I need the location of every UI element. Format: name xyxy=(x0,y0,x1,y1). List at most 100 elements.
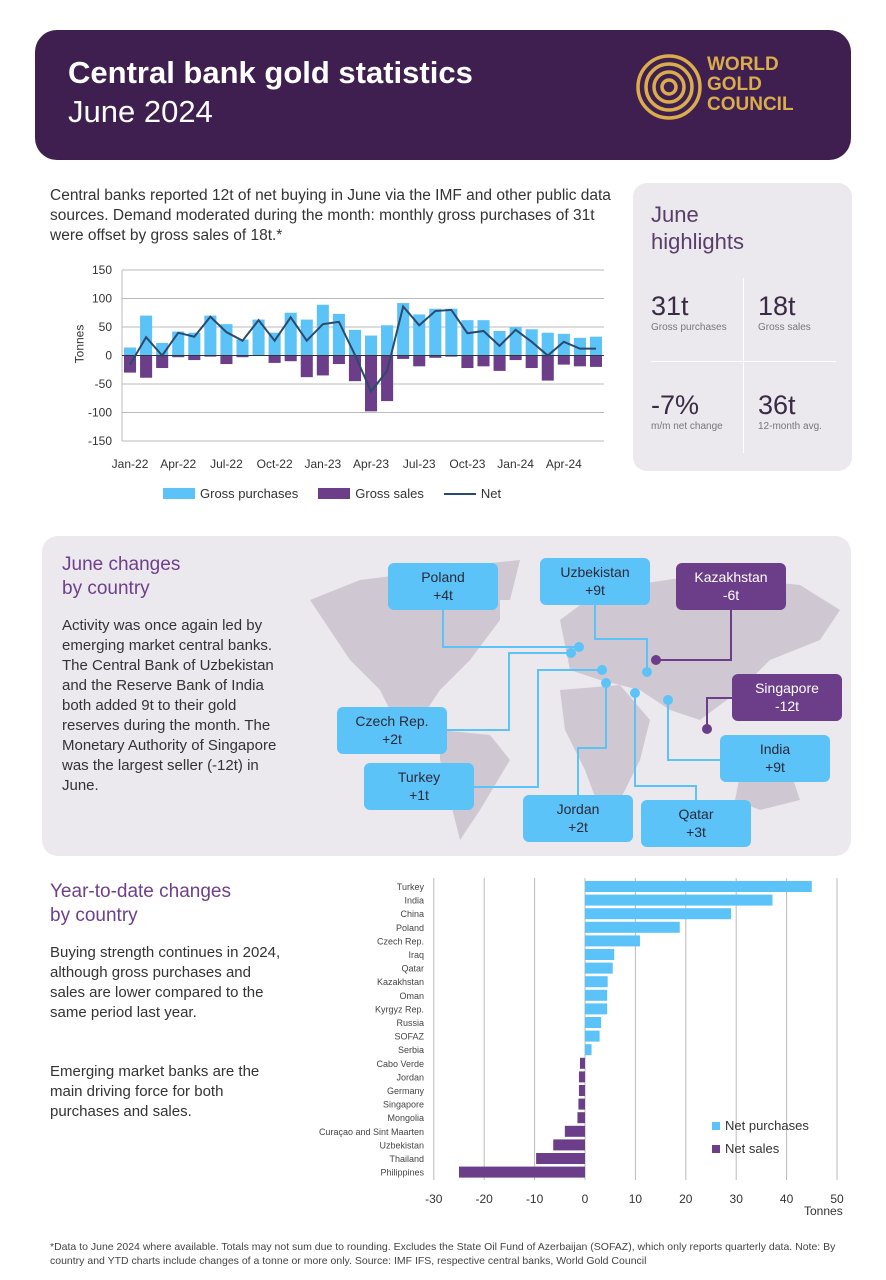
category-label: China xyxy=(400,909,424,919)
x-tick-label: Apr-22 xyxy=(160,457,196,471)
sale-bar xyxy=(429,355,442,358)
highlight-gross-purchases: 31t Gross purchases xyxy=(651,291,727,333)
sale-bar xyxy=(381,355,394,402)
sale-bar xyxy=(573,355,586,367)
ytd-bar xyxy=(585,989,608,1001)
purchase-bar xyxy=(365,335,378,356)
ytd-bar xyxy=(578,1098,585,1110)
callout-turkey: Turkey +1t xyxy=(364,763,474,810)
sale-bar xyxy=(268,355,281,363)
y-tick-label: -100 xyxy=(88,406,112,420)
y-tick-label: 50 xyxy=(99,320,113,334)
ytd-chart: -30 -20 -10 0 10 20 30 40 50 Turkey India China Pola… xyxy=(319,878,844,1206)
sale-bar xyxy=(525,355,538,369)
sale-bar xyxy=(172,355,185,358)
x-tick-label: -20 xyxy=(476,1192,494,1206)
highlight-net-change: -7% m/m net change xyxy=(651,390,723,432)
x-tick-label: -10 xyxy=(526,1192,544,1206)
ytd-bar xyxy=(585,1017,602,1028)
y-tick-label: -150 xyxy=(88,434,112,448)
ytd-bar xyxy=(585,921,680,933)
ytd-bar xyxy=(585,881,812,892)
purchase-bar xyxy=(252,319,265,356)
purchase-bar xyxy=(140,315,153,356)
logo-text: WORLD GOLD COUNCIL xyxy=(707,54,794,115)
x-tick-label: Jan-24 xyxy=(497,457,534,471)
ytd-text-2: Emerging market banks are the main drivi… xyxy=(50,1063,260,1120)
ytd-bar xyxy=(553,1139,585,1151)
category-label: Cabo Verde xyxy=(376,1059,424,1069)
x-tick-label: Apr-23 xyxy=(353,457,389,471)
y-tick-label: 150 xyxy=(92,263,112,277)
category-label: SOFAZ xyxy=(394,1032,424,1042)
purchase-bar xyxy=(413,314,426,356)
sale-bar xyxy=(397,355,410,359)
category-label: Kazakhstan xyxy=(377,977,424,987)
sale-bar xyxy=(477,355,490,367)
ytd-bar xyxy=(585,894,773,906)
header-banner xyxy=(35,30,851,160)
callout-qatar: Qatar +3t xyxy=(641,800,751,847)
category-label: Oman xyxy=(399,991,424,1001)
net-line xyxy=(129,304,596,394)
purchase-bar xyxy=(220,324,233,356)
x-axis-label: Tonnes xyxy=(804,1204,843,1218)
y-tick-label: 0 xyxy=(105,349,112,363)
category-label: Singapore xyxy=(383,1100,424,1110)
monthly-legend: Gross purchases Gross sales Net xyxy=(163,486,501,501)
ytd-bar xyxy=(585,949,615,960)
purchase-bar xyxy=(188,332,201,356)
ytd-bar xyxy=(578,1071,585,1083)
sale-bar xyxy=(445,355,458,357)
x-tick-label: 10 xyxy=(629,1192,643,1206)
category-label: Iraq xyxy=(408,950,424,960)
x-tick-label: Apr-24 xyxy=(546,457,582,471)
sale-bar xyxy=(156,355,169,369)
footnote: *Data to June 2024 where available. Tota… xyxy=(50,1241,836,1267)
eurasia xyxy=(560,575,840,720)
sale-bar xyxy=(509,355,522,361)
callout-uzbekistan: Uzbekistan +9t xyxy=(540,558,650,605)
category-label: Uzbekistan xyxy=(379,1140,424,1150)
ytd-bar xyxy=(585,908,732,920)
sale-bar xyxy=(316,355,329,376)
ytd-legend: Net purchases Net sales xyxy=(712,1114,809,1160)
x-tick-label: Jul-22 xyxy=(210,457,243,471)
page-title: Central bank gold statistics xyxy=(68,55,473,90)
purchase-bar xyxy=(236,339,249,356)
sale-bar xyxy=(557,355,570,365)
category-label: Russia xyxy=(396,1018,424,1028)
callout-singapore: Singapore -12t xyxy=(732,674,842,721)
logo-rings-icon xyxy=(636,54,702,120)
sale-bar xyxy=(236,355,249,358)
sale-bar xyxy=(140,355,153,378)
callout-kazakhstan: Kazakhstan -6t xyxy=(676,563,786,610)
sale-bar xyxy=(589,355,602,367)
callout-india: India +9t xyxy=(720,735,830,782)
x-tick-label: Jul-23 xyxy=(403,457,436,471)
purchase-bar xyxy=(541,332,554,356)
ytd-text-1: Buying strength continues in 2024, altho… xyxy=(50,944,281,1021)
ytd-bar xyxy=(585,976,608,988)
y-tick-label: 100 xyxy=(92,292,112,306)
legend-net-sales: Net sales xyxy=(712,1137,809,1160)
category-label: Poland xyxy=(396,923,424,933)
category-label: Kyrgyz Rep. xyxy=(375,1004,424,1014)
sale-bar xyxy=(493,355,506,371)
purchase-bar xyxy=(124,347,137,356)
ytd-bar xyxy=(585,1044,592,1056)
ytd-bar xyxy=(536,1153,585,1164)
sale-bar xyxy=(300,355,313,378)
x-tick-label: -30 xyxy=(425,1192,443,1206)
category-label: Curaçao and Sint Maarten xyxy=(319,1127,424,1137)
x-tick-label: Oct-23 xyxy=(449,457,485,471)
callout-czech-rep: Czech Rep. +2t xyxy=(337,707,447,754)
ytd-bar xyxy=(585,1003,608,1015)
purchase-bar xyxy=(445,308,458,356)
callout-jordan: Jordan +2t xyxy=(523,795,633,842)
purchase-bar xyxy=(589,336,602,356)
purchase-bar xyxy=(316,304,329,356)
purchase-bar xyxy=(573,337,586,356)
page-subtitle: June 2024 xyxy=(68,94,213,129)
